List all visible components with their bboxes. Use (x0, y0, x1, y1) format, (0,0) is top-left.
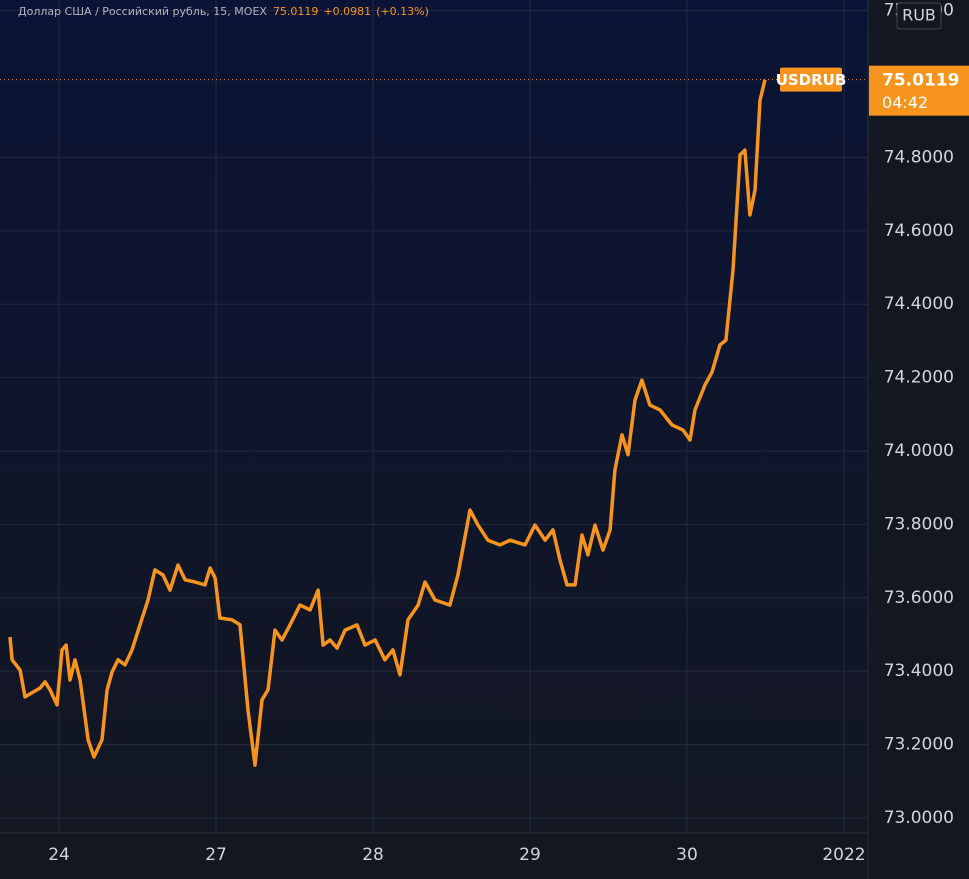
countdown-label: 04:42 (882, 93, 928, 112)
plot-background (0, 0, 868, 833)
y-tick-label: 73.2000 (884, 735, 954, 755)
price-axis (868, 0, 969, 879)
y-tick-label: 73.4000 (884, 661, 954, 681)
time-axis (0, 833, 868, 879)
symbol-badge (780, 67, 842, 92)
x-tick-label: 24 (48, 845, 70, 865)
currency-label[interactable]: RUB (902, 6, 936, 25)
price-badge (869, 65, 969, 116)
price-badge-label: 75.0119 (882, 71, 959, 91)
header-price: 75.0119 (273, 5, 319, 18)
x-tick-label: 2022 (822, 845, 865, 865)
y-tick-label: 73.6000 (884, 588, 954, 608)
currency-button[interactable] (896, 2, 942, 30)
y-tick-label: 74.4000 (884, 294, 954, 314)
y-tick-label: 74.2000 (884, 368, 954, 388)
header-change-pct: (+0.13%) (376, 5, 429, 18)
x-tick-label: 28 (362, 845, 384, 865)
x-tick-label: 27 (205, 845, 227, 865)
price-line (8, 79, 767, 767)
symbol-label: USDRUB (776, 71, 847, 89)
y-tick-label: 74.6000 (884, 221, 954, 241)
x-tick-label: 29 (519, 845, 541, 865)
layer (0, 0, 868, 833)
y-tick-label: 73.0000 (884, 808, 954, 828)
chart-title: Доллар США / Российский рубль, 15, MOEX (18, 5, 267, 18)
y-tick-label: 73.8000 (884, 514, 954, 534)
y-tick-label: 74.8000 (884, 147, 954, 167)
y-tick-label: 74.0000 (884, 441, 954, 461)
header-change: +0.0981 (323, 5, 371, 18)
x-tick-label: 30 (676, 845, 698, 865)
